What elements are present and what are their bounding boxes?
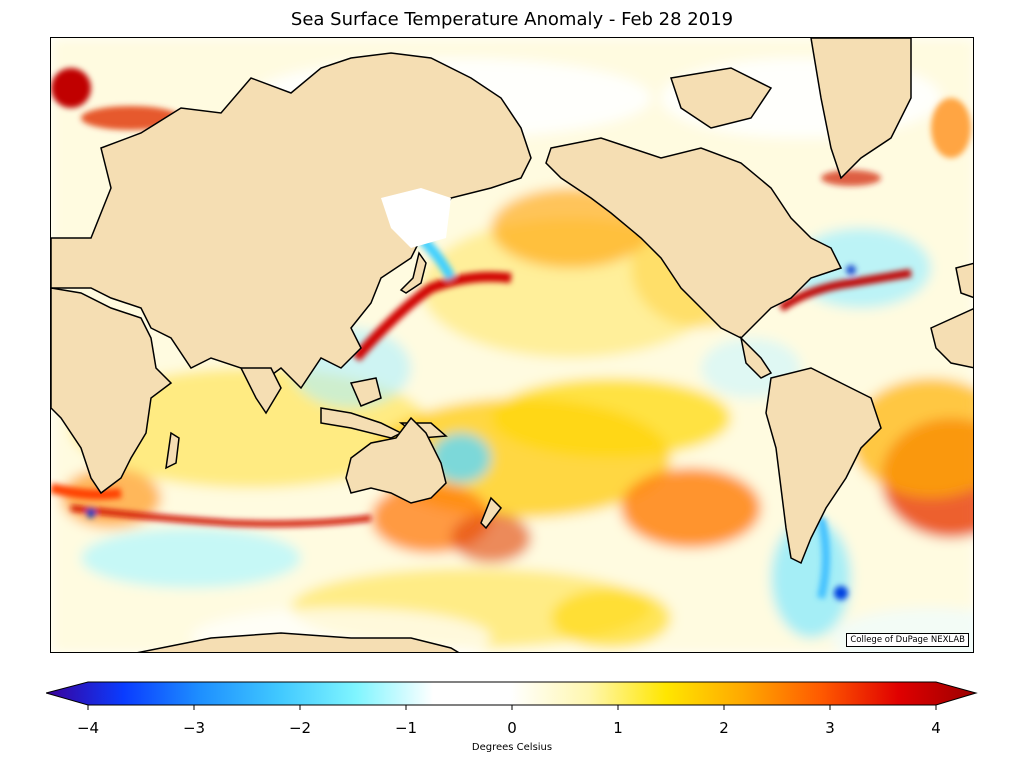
new-zealand-landmass [480, 496, 502, 530]
colorbar-tick-label: −2 [288, 719, 312, 737]
colorbar-tick-label: −4 [76, 719, 100, 737]
colorbar [46, 681, 978, 710]
colorbar-tick-label: 3 [825, 719, 835, 737]
north-america-landmass [545, 137, 843, 339]
greenland-landmass [810, 38, 912, 180]
colorbar-tick-label: −3 [182, 719, 206, 737]
borneo-landmass [349, 377, 382, 407]
colorbar-ticks [87, 705, 937, 710]
colorbar-tick-label: −1 [394, 719, 418, 737]
south-america-landmass [765, 367, 882, 565]
land [51, 38, 973, 652]
australia-landmass [345, 416, 447, 504]
iberia-landmass [955, 262, 973, 299]
map-canvas [51, 38, 973, 652]
madagascar-landmass [165, 431, 180, 470]
colorbar-tick-label: 0 [507, 719, 517, 737]
india-landmass [239, 367, 282, 415]
africa-landmass [51, 287, 173, 495]
west-africa-landmass [930, 308, 973, 369]
sst-anomaly-map: College of DuPage NEXLAB [50, 37, 974, 653]
central-america-landmass [739, 335, 773, 379]
colorbar-label: Degrees Celsius [471, 742, 553, 753]
arctic-islands-landmass [670, 67, 773, 129]
map-title: Sea Surface Temperature Anomaly - Feb 28… [290, 9, 734, 30]
colorbar-tick-label: 1 [613, 719, 623, 737]
credit-box: College of DuPage NEXLAB [846, 633, 969, 647]
indonesia-landmass [320, 407, 403, 439]
anomaly-detail [51, 68, 971, 600]
colorbar-tick-label: 4 [931, 719, 941, 737]
japan-landmass [399, 251, 427, 294]
antarctica-landmass [137, 632, 460, 652]
sea-ice [381, 188, 451, 248]
colorbar-tick-label: 2 [719, 719, 729, 737]
colorbar-bar [46, 681, 978, 706]
